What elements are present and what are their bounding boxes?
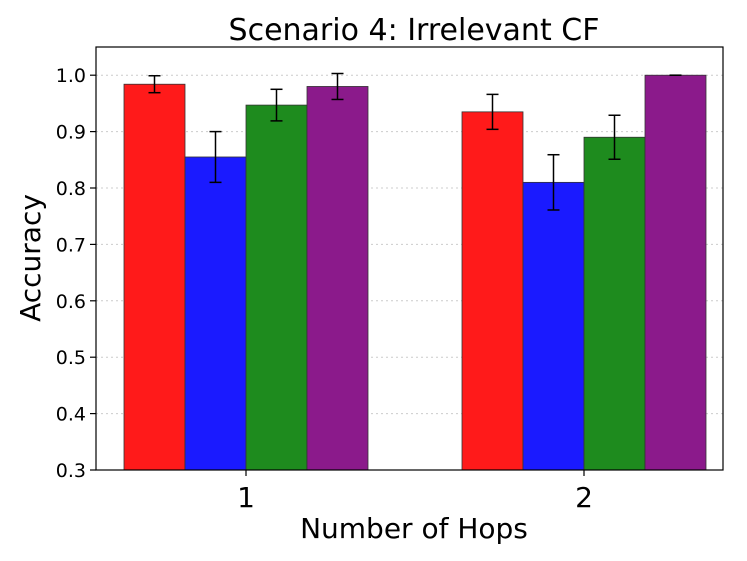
bar-series-1-hop-1	[123, 83, 186, 471]
y-axis-ticks: 0.3 0.4 0.5 0.6 0.7 0.8 0.9 1.0	[56, 65, 96, 482]
error-bar-series-4-hop-1	[331, 72, 344, 101]
y-tick-label: 0.8	[56, 178, 86, 200]
y-tick-label: 0.9	[56, 122, 86, 144]
y-tick-label: 0.4	[56, 404, 86, 426]
error-bar-series-2-hop-1	[209, 130, 222, 184]
plot-frame	[95, 46, 724, 471]
y-tick-label: 0.5	[56, 347, 86, 369]
bar-series-3-hop-1	[245, 104, 308, 471]
y-tick-label: 0.6	[56, 291, 86, 313]
error-bar-series-3-hop-2	[608, 114, 621, 160]
bar-series-2-hop-2	[522, 181, 585, 471]
error-bar-series-1-hop-2	[486, 93, 499, 131]
x-tick-label: 1	[237, 481, 255, 514]
y-axis-label: Accuracy	[14, 194, 47, 322]
y-tick-label: 1.0	[56, 65, 86, 87]
bar-series-1-hop-2	[461, 111, 524, 471]
error-bar-series-2-hop-2	[547, 153, 560, 211]
bar-series-4-hop-2	[644, 74, 707, 471]
error-bars	[148, 72, 682, 211]
bar-series-3-hop-2	[583, 136, 646, 471]
error-bar-series-1-hop-1	[148, 75, 161, 94]
x-tick-label: 2	[575, 481, 593, 514]
y-tick-label: 0.7	[56, 234, 86, 256]
bars	[123, 74, 707, 471]
bar-series-2-hop-1	[184, 156, 247, 471]
y-tick-label: 0.3	[56, 460, 86, 482]
x-axis-label: Number of Hops	[300, 512, 528, 545]
error-bar-series-3-hop-1	[270, 88, 283, 122]
chart-title: Scenario 4: Irrelevant CF	[229, 13, 600, 48]
bar-series-4-hop-1	[306, 86, 369, 471]
